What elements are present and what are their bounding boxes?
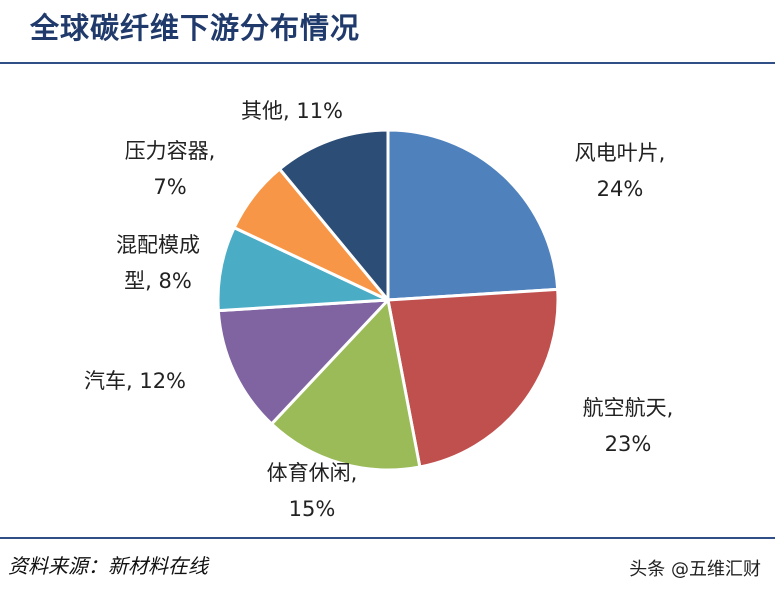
source-note: 资料来源：新材料在线 (8, 554, 208, 578)
pie-slice (386, 128, 560, 302)
pie-slice-label: 24% (597, 177, 644, 201)
pie-slice (386, 287, 560, 469)
pie-slice-label: 体育休闲, (267, 461, 358, 485)
pie-slice (269, 296, 422, 472)
footer-divider (0, 537, 775, 539)
pie-slice-label: 压力容器, (125, 139, 216, 163)
page-title: 全球碳纤维下游分布情况 (30, 11, 361, 45)
pie-slice (216, 298, 392, 427)
watermark: 头条 @五维汇财 (629, 559, 761, 580)
title-divider (0, 62, 775, 64)
pie-slices (216, 128, 560, 472)
pie-slice-label: 型, 8% (124, 269, 192, 293)
pie-slice (277, 128, 390, 305)
pie-slice-label: 23% (605, 432, 652, 456)
pie-slice-label: 航空航天, (583, 396, 674, 420)
pie-slice-label: 15% (289, 497, 336, 521)
pie-slice-label: 7% (153, 175, 186, 199)
pie-slice-label: 其他, 11% (241, 99, 343, 123)
pie-slice-label: 风电叶片, (575, 141, 666, 165)
pie-slice-label: 汽车, 12% (84, 369, 186, 393)
pie-slice-label: 混配模成 (116, 233, 200, 257)
